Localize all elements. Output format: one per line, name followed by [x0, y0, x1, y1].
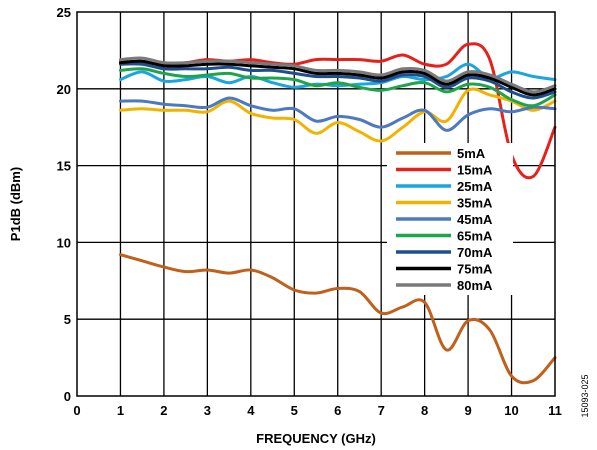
- x-tick-label: 11: [548, 403, 562, 418]
- y-axis-label: P1dB (dBm): [8, 167, 23, 241]
- plot-frame: [76, 11, 556, 397]
- x-tick-label: 1: [117, 403, 124, 418]
- legend-label-70ma: 70mA: [457, 245, 493, 260]
- legend-label-65ma: 65mA: [457, 229, 493, 244]
- x-tick-label: 7: [378, 403, 385, 418]
- x-tick-label: 0: [73, 403, 80, 418]
- y-tick-label: 0: [64, 389, 71, 404]
- x-tick-label: 6: [334, 403, 341, 418]
- series-lines: [119, 42, 557, 385]
- legend-label-35ma: 35mA: [457, 196, 493, 211]
- y-tick-label: 20: [57, 82, 71, 97]
- x-tick-label: 5: [291, 403, 298, 418]
- series-line-45ma: [119, 96, 557, 132]
- y-tick-label: 25: [57, 5, 71, 20]
- y-tick-label: 5: [64, 312, 71, 327]
- axis-tick-labels: 0 1 2 3 4 5 6 7 8 9 10 11 0 5 10 15 20 25: [57, 5, 562, 418]
- x-axis-label: FREQUENCY (GHz): [256, 431, 376, 446]
- figure-id: 15093-025: [580, 374, 590, 417]
- x-tick-label: 4: [247, 403, 255, 418]
- series-line-75ma: [119, 59, 557, 97]
- legend-label-80ma: 80mA: [457, 278, 493, 293]
- legend-label-5ma: 5mA: [457, 146, 486, 161]
- x-tick-label: 3: [204, 403, 211, 418]
- legend-label-25ma: 25mA: [457, 179, 493, 194]
- x-tick-label: 2: [160, 403, 167, 418]
- x-tick-label: 9: [464, 403, 471, 418]
- legend-label-75ma: 75mA: [457, 262, 493, 277]
- x-tick-label: 10: [504, 403, 518, 418]
- series-line-80ma: [119, 56, 557, 94]
- series-line-65ma: [119, 67, 557, 108]
- series-line-70ma: [119, 62, 557, 100]
- legend-label-15ma: 15mA: [457, 163, 493, 178]
- y-tick-label: 10: [57, 235, 71, 250]
- series-line-5ma: [119, 253, 557, 385]
- series-line-35ma: [119, 87, 557, 143]
- y-tick-label: 15: [57, 159, 71, 174]
- x-tick-label: 8: [421, 403, 428, 418]
- legend-label-45ma: 45mA: [457, 212, 493, 227]
